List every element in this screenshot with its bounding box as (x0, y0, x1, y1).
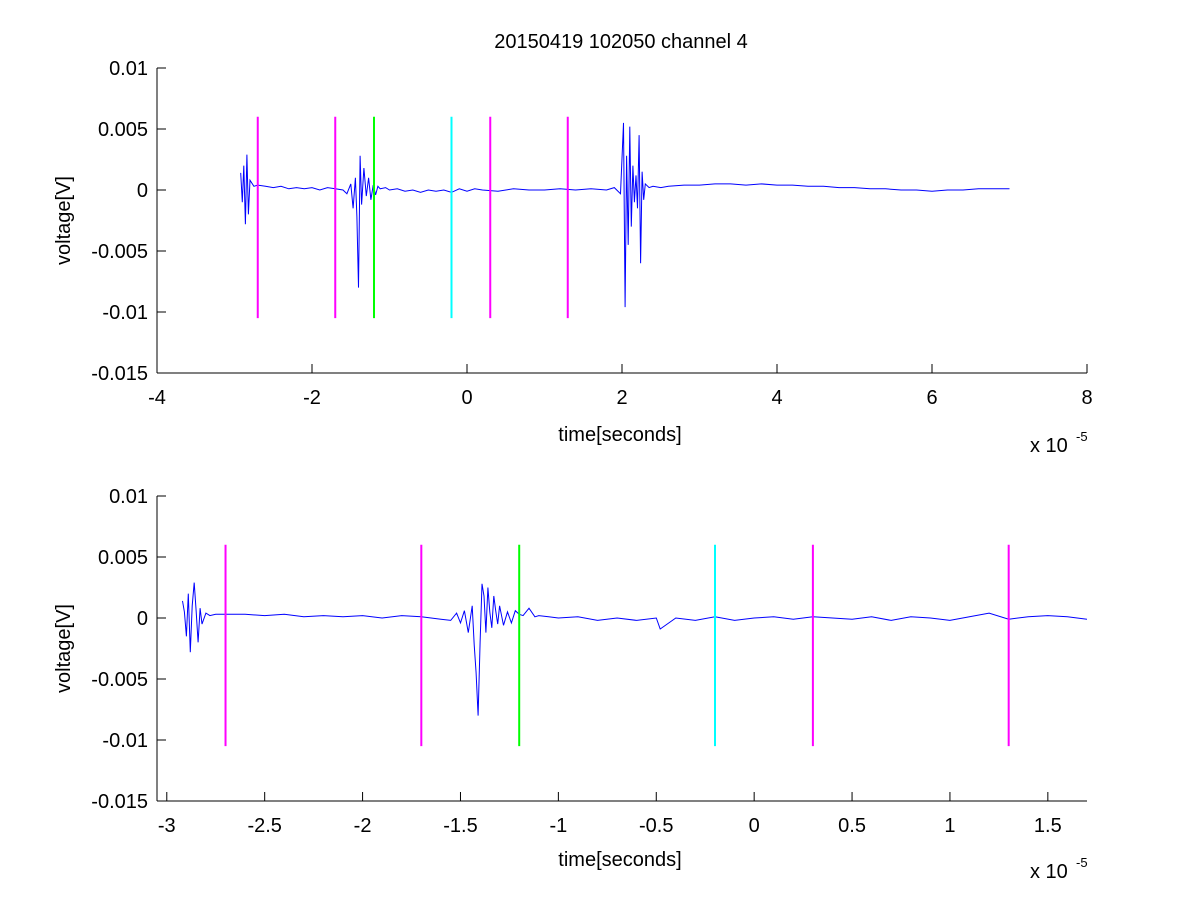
x-tick-label: 6 (926, 387, 937, 409)
x-tick-label: -2 (303, 387, 321, 409)
x-multiplier-exponent: -5 (1076, 855, 1088, 870)
x-tick-label: -1 (549, 815, 567, 837)
series-line (182, 582, 1087, 716)
x-tick-label: -0.5 (639, 815, 673, 837)
y-axis-label: voltage[V] (53, 176, 75, 265)
x-tick-label: 0 (461, 387, 472, 409)
x-tick-label: 8 (1081, 387, 1092, 409)
y-tick-label: -0.005 (91, 669, 148, 691)
y-tick-label: -0.01 (102, 730, 148, 752)
x-tick-label: -4 (148, 387, 166, 409)
x-multiplier-exponent: -5 (1076, 429, 1088, 444)
y-tick-label: 0.005 (98, 119, 148, 141)
bottom-plot: -3 -2.5 -2 -1.5 -1 -0.5 0 0.5 1 1.5 0.01 0.005 0 -0.0… (53, 486, 1088, 883)
y-tick-label: -0.015 (91, 791, 148, 813)
x-multiplier: x 10 (1030, 435, 1068, 457)
x-tick-label: -2 (354, 815, 372, 837)
y-tick-label: 0 (137, 180, 148, 202)
x-tick-label: 1 (944, 815, 955, 837)
x-axis-label: time[seconds] (558, 849, 681, 871)
x-tick-label: -3 (158, 815, 176, 837)
x-tick-label: 2 (616, 387, 627, 409)
y-tick-label: 0.01 (109, 58, 148, 80)
y-tick-label: 0.005 (98, 547, 148, 569)
y-tick-label: -0.01 (102, 302, 148, 324)
y-tick-label: -0.015 (91, 363, 148, 385)
x-multiplier: x 10 (1030, 861, 1068, 883)
x-tick-label: 0.5 (838, 815, 866, 837)
x-tick-label: 4 (771, 387, 782, 409)
x-tick-label: 1.5 (1034, 815, 1062, 837)
chart-title: 20150419 102050 channel 4 (494, 31, 748, 53)
y-tick-label: 0.01 (109, 486, 148, 508)
x-tick-label: -2.5 (247, 815, 281, 837)
y-tick-label: -0.005 (91, 241, 148, 263)
series-line (240, 122, 1010, 308)
x-tick-label: 0 (749, 815, 760, 837)
y-axis-label: voltage[V] (53, 604, 75, 693)
x-tick-label: -1.5 (443, 815, 477, 837)
y-tick-label: 0 (137, 608, 148, 630)
x-axis-label: time[seconds] (558, 424, 681, 446)
top-plot: -4 -2 0 2 4 6 8 0.01 0.005 0 -0.005 -0.01 -0.015 time… (53, 58, 1093, 457)
